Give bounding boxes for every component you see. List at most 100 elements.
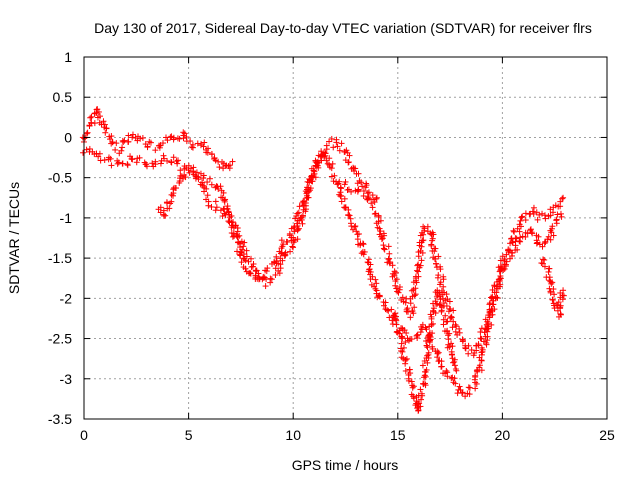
data-point — [209, 182, 215, 188]
data-point — [399, 354, 405, 360]
data-point — [372, 277, 378, 283]
data-point — [382, 247, 388, 253]
sdtvar-scatter-chart: Day 130 of 2017, Sidereal Day-to-day VTE… — [0, 0, 640, 480]
data-point — [541, 257, 547, 263]
x-tick-label: 20 — [495, 427, 511, 443]
data-point — [438, 309, 444, 315]
data-point — [207, 176, 213, 182]
data-point — [213, 198, 219, 204]
data-point — [171, 154, 177, 160]
data-point — [436, 358, 442, 364]
data-point — [244, 248, 250, 254]
data-point — [80, 150, 86, 156]
data-point — [523, 217, 529, 223]
y-tick-label: 1 — [64, 49, 72, 65]
data-point — [164, 137, 170, 143]
data-point — [214, 204, 220, 210]
y-tick-label: -1.5 — [48, 250, 72, 266]
data-point — [356, 231, 362, 237]
data-point — [450, 307, 456, 313]
data-point — [448, 340, 454, 346]
plot-frame — [84, 57, 607, 419]
data-point — [89, 114, 95, 120]
data-point — [263, 283, 269, 289]
data-point — [213, 207, 219, 213]
data-point — [295, 236, 301, 242]
data-point — [347, 212, 353, 218]
y-tick-label: -2 — [60, 290, 73, 306]
data-point — [548, 290, 554, 296]
data-point — [355, 236, 361, 242]
data-point — [287, 249, 293, 255]
y-tick-label: -2.5 — [48, 331, 72, 347]
data-point — [457, 384, 463, 390]
data-point — [216, 164, 222, 170]
data-point — [560, 287, 566, 293]
data-point — [400, 294, 406, 300]
data-point — [180, 135, 186, 141]
x-tick-label: 0 — [80, 427, 88, 443]
data-point — [102, 130, 108, 136]
data-point — [113, 140, 119, 146]
chart-title: Day 130 of 2017, Sidereal Day-to-day VTE… — [94, 20, 592, 36]
x-tick-label: 25 — [599, 427, 615, 443]
data-point — [355, 187, 361, 193]
data-point — [388, 306, 394, 312]
data-point — [134, 159, 140, 165]
data-point — [428, 241, 434, 247]
data-point — [110, 139, 116, 145]
data-point — [509, 235, 515, 241]
data-point — [456, 326, 462, 332]
data-point — [433, 261, 439, 267]
data-point — [370, 204, 376, 210]
data-point — [450, 343, 456, 349]
data-point — [180, 129, 186, 135]
data-point — [463, 346, 469, 352]
data-point — [149, 160, 155, 166]
data-point — [168, 159, 174, 165]
data-point — [380, 242, 386, 248]
data-point — [403, 330, 409, 336]
data-point — [161, 213, 167, 219]
data-point — [112, 147, 118, 153]
data-point — [393, 322, 399, 328]
data-point — [330, 144, 336, 150]
y-tick-label: -3.5 — [48, 411, 72, 427]
data-point — [417, 386, 423, 392]
data-point — [399, 349, 405, 355]
data-point — [511, 229, 517, 235]
data-point — [169, 159, 175, 165]
data-point — [534, 241, 540, 247]
data-point — [435, 275, 441, 281]
data-point — [546, 269, 552, 275]
data-point — [201, 140, 207, 146]
data-point — [237, 253, 243, 259]
data-point — [330, 161, 336, 167]
data-point — [539, 211, 545, 217]
points-layer — [80, 106, 567, 414]
data-point — [108, 162, 114, 168]
data-point — [247, 270, 253, 276]
data-point — [547, 274, 553, 280]
data-point — [444, 291, 450, 297]
data-point — [440, 321, 446, 327]
data-point — [531, 205, 537, 211]
data-point — [187, 138, 193, 144]
data-point — [297, 203, 303, 209]
data-point — [290, 244, 296, 250]
data-point — [361, 193, 367, 199]
data-point — [176, 136, 182, 142]
grid-layer — [84, 57, 607, 419]
data-point — [175, 157, 181, 163]
data-point — [333, 139, 339, 145]
data-point — [234, 248, 240, 254]
y-tick-label: 0.5 — [53, 89, 73, 105]
data-point — [164, 199, 170, 205]
data-point — [465, 351, 471, 357]
data-point — [445, 336, 451, 342]
y-tick-label: -0.5 — [48, 170, 72, 186]
data-point — [87, 115, 93, 121]
tick-layer: 0 5 10 15 20 2510.50-0.5-1-1.5-2-2.5-3-3.5 — [48, 49, 615, 443]
data-point — [140, 135, 146, 141]
data-point — [108, 141, 114, 147]
